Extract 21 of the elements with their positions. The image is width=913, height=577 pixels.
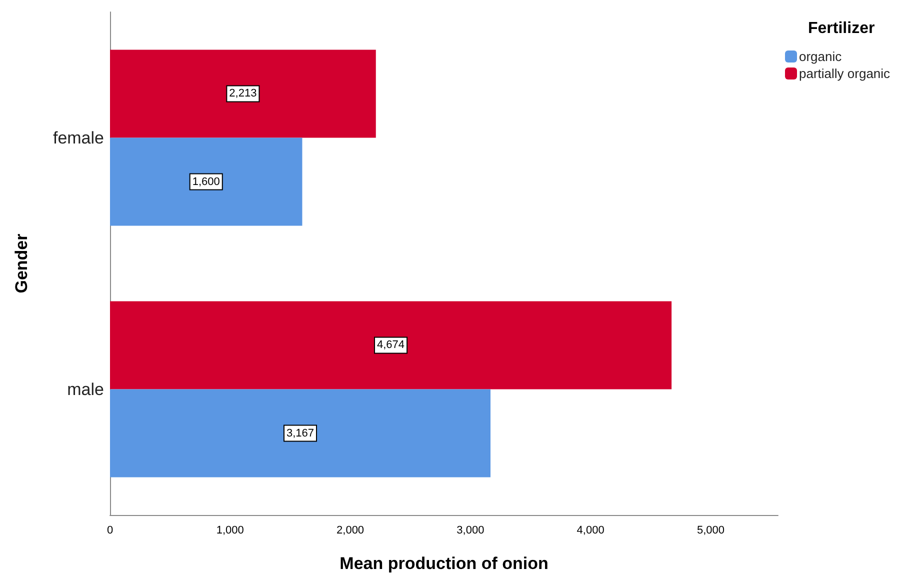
legend-title: Fertilizer [808,20,875,38]
x-tick-label: 3,000 [456,524,484,536]
x-tick-label: 2,000 [336,524,364,536]
y-tick-label: female [52,128,104,148]
text: 2,213 [229,88,257,100]
legend-label: organic [799,49,842,64]
bar [110,301,672,390]
x-tick-label: 0 [106,524,114,536]
text: 1,600 [192,176,220,188]
bar [110,138,302,226]
x-tick-label: 5,000 [696,524,724,536]
x-axis-title: Mean production of onion [340,554,548,573]
y-tick-label: male [67,380,104,399]
legend-label: partially organic [799,66,891,81]
text: 4,674 [377,339,405,352]
x-tick-label: 4,000 [576,524,604,536]
y-axis-title: Gender [12,233,31,294]
x-tick-label: 1,000 [216,524,244,536]
bar [110,50,376,138]
text: 3,167 [286,427,314,440]
bar [110,389,490,478]
